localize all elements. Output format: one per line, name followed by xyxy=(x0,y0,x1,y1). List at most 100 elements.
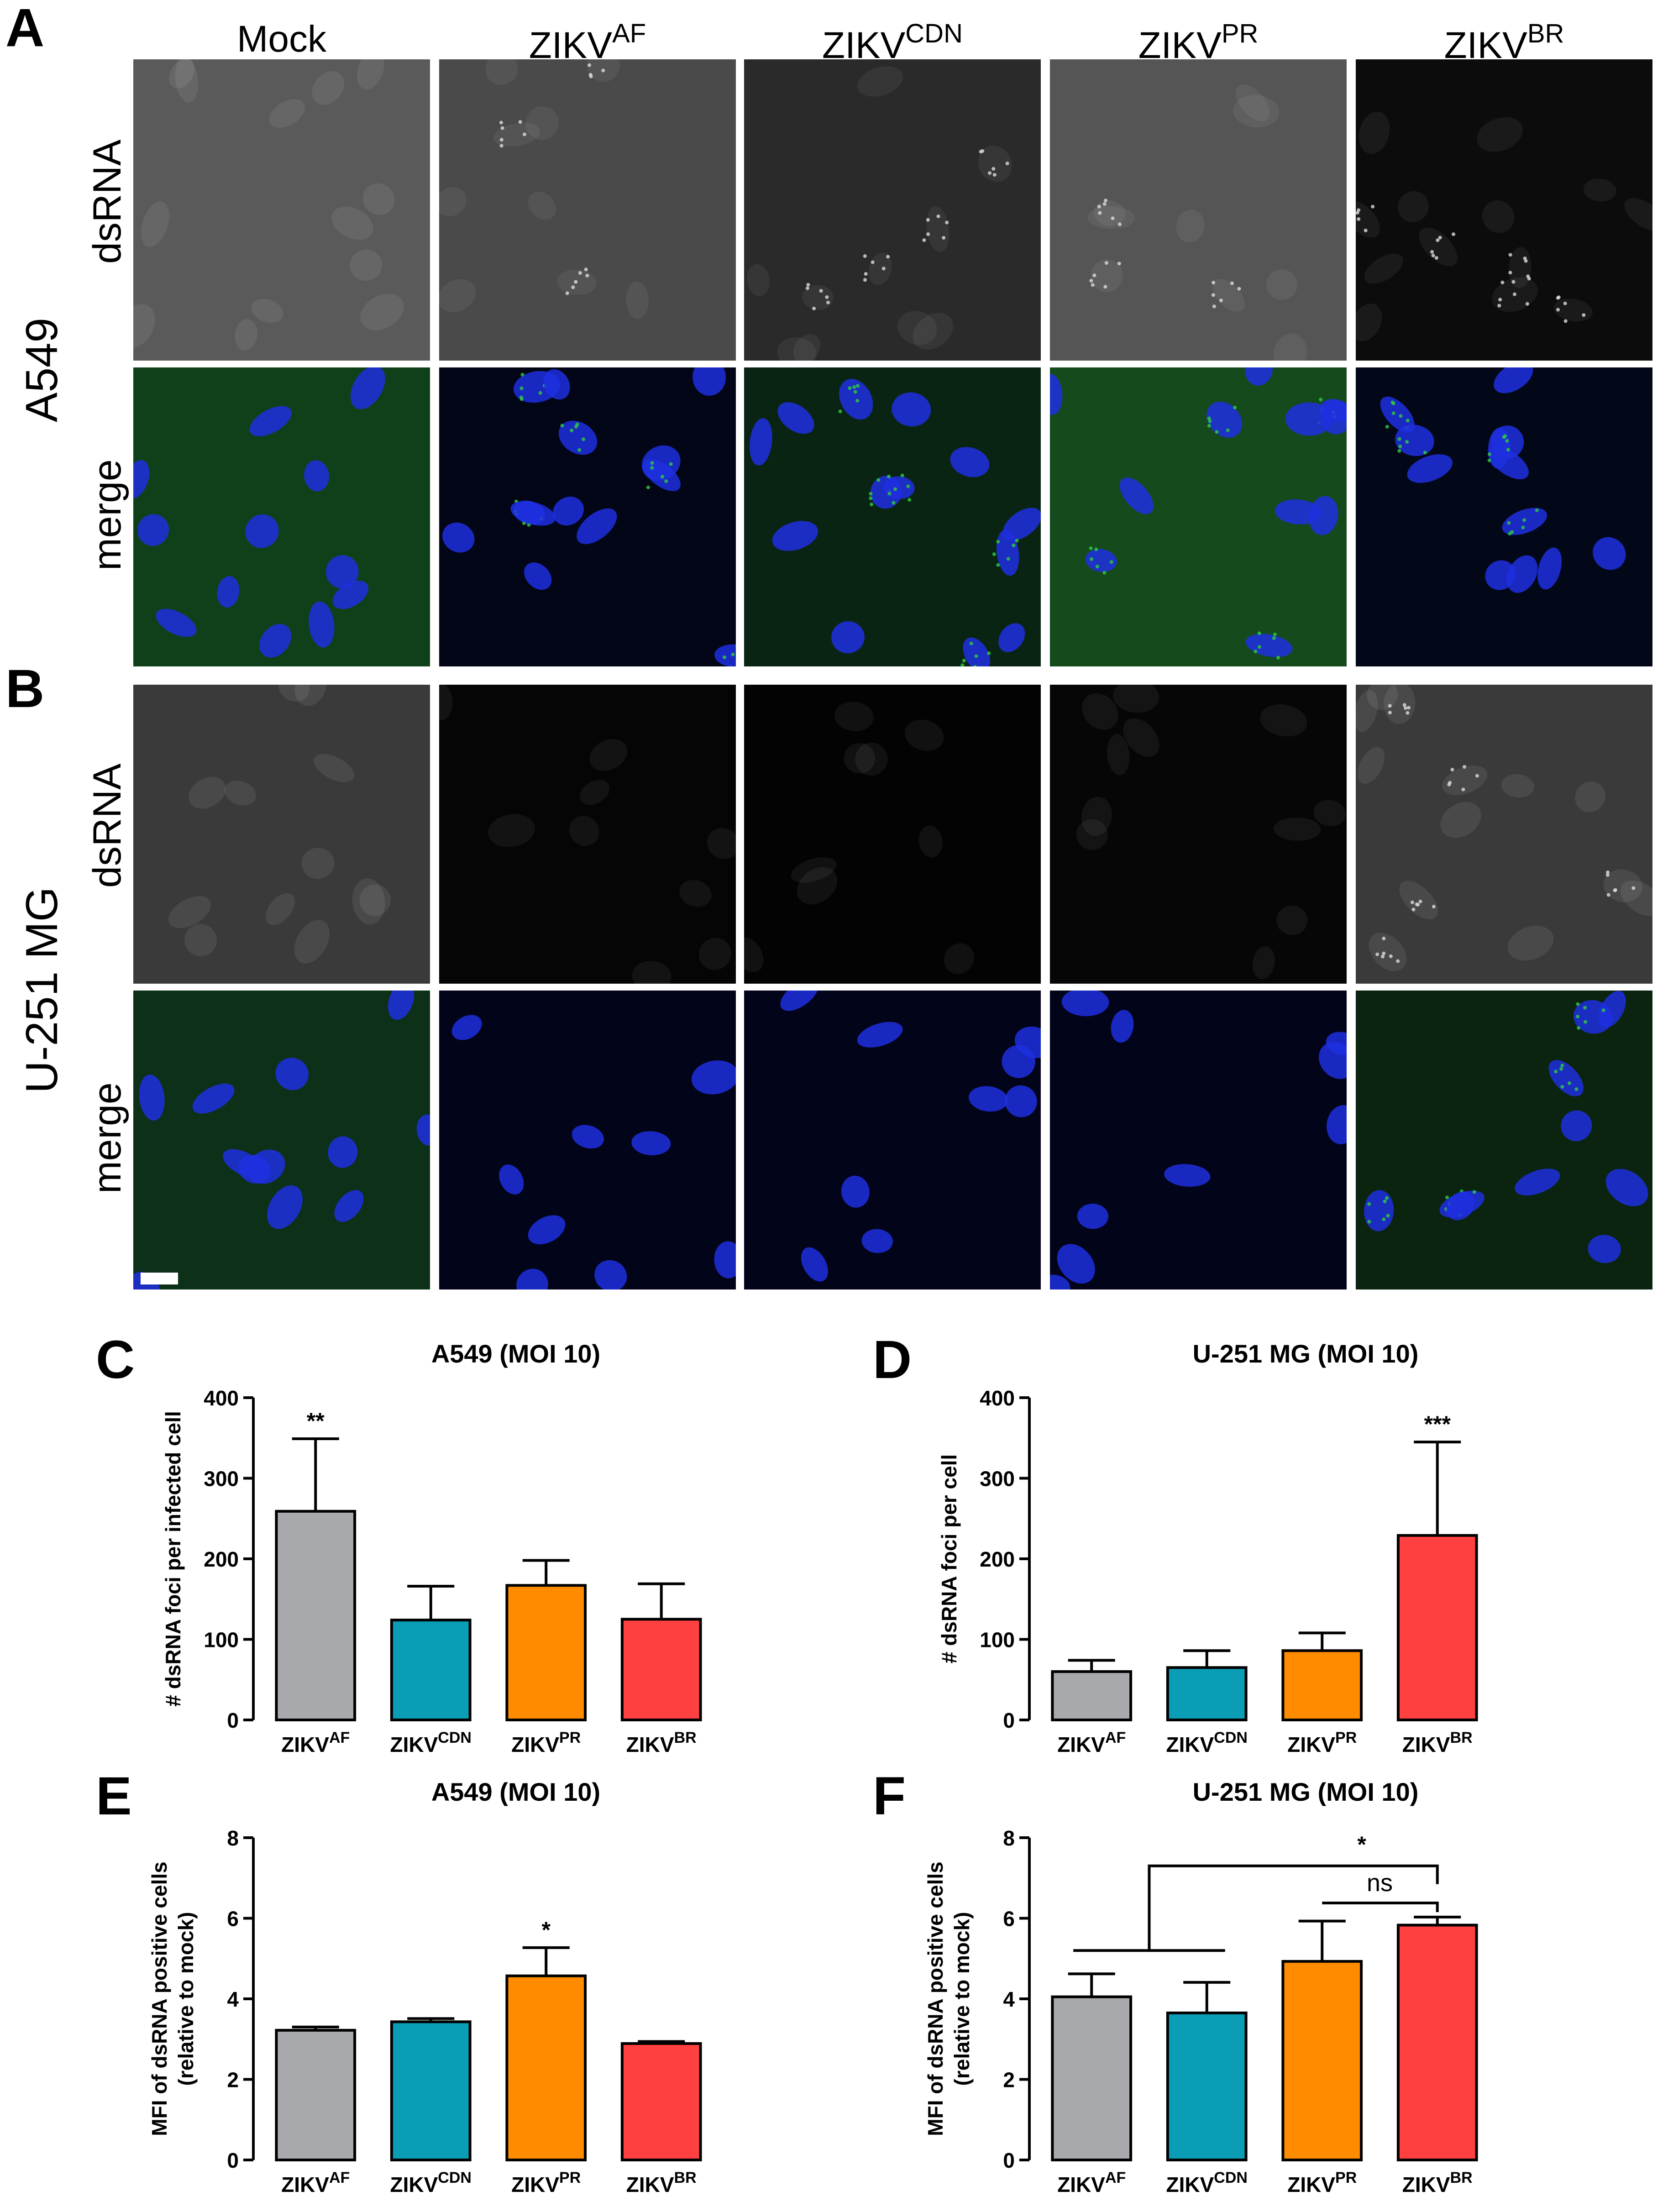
dsrna-focus xyxy=(1605,873,1610,877)
nucleus xyxy=(1319,1042,1347,1079)
nucleus xyxy=(1111,1010,1134,1043)
cell-shape xyxy=(1482,200,1515,233)
dsrna-focus xyxy=(1452,232,1456,236)
dsrna-focus xyxy=(1386,1214,1390,1218)
nucleus xyxy=(275,1058,309,1090)
micrograph-texture xyxy=(1050,991,1347,1289)
micrograph-texture xyxy=(750,378,1041,666)
dsrna-focus xyxy=(1237,287,1241,291)
dsrna-focus xyxy=(992,173,997,177)
nucleus xyxy=(334,1190,364,1222)
scale-bar xyxy=(141,1273,178,1284)
panel-label-a: A xyxy=(5,0,45,58)
nucleus xyxy=(996,529,1019,576)
cell-shape xyxy=(913,313,954,350)
cell-shape xyxy=(235,319,257,351)
dsrna-focus xyxy=(1219,299,1223,303)
dsrna-focus xyxy=(1375,952,1380,956)
dsrna-focus xyxy=(1215,430,1219,434)
bar xyxy=(1396,1534,1478,1721)
nucleus xyxy=(1605,1169,1648,1206)
dsrna-focus xyxy=(855,398,860,403)
nucleus xyxy=(1446,1191,1475,1221)
dsrna-focus xyxy=(1389,954,1393,958)
dsrna-focus xyxy=(1505,439,1509,443)
x-tick-label-sup: CDN xyxy=(438,1729,472,1746)
panel-label-d: D xyxy=(873,1330,912,1390)
dsrna-focus xyxy=(893,487,897,491)
dsrna-focus xyxy=(1212,304,1216,309)
dsrna-focus xyxy=(1448,781,1452,785)
x-tick-label-sup: PR xyxy=(1335,1729,1357,1746)
y-tick-label: 400 xyxy=(980,1386,1015,1410)
cell-shape xyxy=(707,828,736,859)
nucleus xyxy=(1380,396,1415,433)
dsrna-focus xyxy=(1398,444,1402,448)
dsrna-focus xyxy=(969,641,973,645)
dsrna-focus xyxy=(560,424,564,428)
dsrna-focus xyxy=(1005,162,1009,166)
micrograph-texture xyxy=(1087,84,1307,361)
dsrna-focus xyxy=(519,397,524,401)
dsrna-focus xyxy=(1576,1002,1580,1006)
nucleus xyxy=(309,601,335,648)
chart-title: A549 (MOI 10) xyxy=(431,1339,600,1368)
dsrna-focus xyxy=(992,552,996,556)
dsrna-focus xyxy=(864,272,868,276)
cell-shape xyxy=(189,776,226,809)
nucleus xyxy=(1364,1190,1394,1232)
dsrna-focus xyxy=(1487,452,1491,456)
nucleus xyxy=(139,1075,165,1121)
bar xyxy=(275,1510,357,1721)
dsrna-focus xyxy=(1434,256,1438,260)
x-tick-label: ZIKVCDN xyxy=(1166,1729,1248,1756)
x-tick-label-base: ZIKV xyxy=(1402,1733,1450,1756)
dsrna-focus xyxy=(499,138,504,142)
dsrna-focus xyxy=(1405,440,1409,444)
nucleus xyxy=(1515,1169,1560,1196)
bar xyxy=(620,1618,702,1721)
cell-shape xyxy=(1477,117,1523,152)
nucleus xyxy=(750,418,772,466)
y-axis-label: # dsRNA foci per infected cell xyxy=(161,1411,185,1707)
significance-label: * xyxy=(542,1917,551,1943)
micrograph-texture xyxy=(1050,367,1347,660)
micrograph-texture xyxy=(451,1015,736,1289)
y-tick-label: 6 xyxy=(1003,1907,1015,1931)
dsrna-focus xyxy=(871,260,875,264)
cell-shape xyxy=(266,893,295,925)
cell-shape xyxy=(868,252,892,285)
dsrna-focus xyxy=(650,461,654,465)
dsrna-focus xyxy=(1502,435,1506,439)
dsrna-focus xyxy=(973,665,977,666)
cell-shape xyxy=(269,99,305,128)
nucleus xyxy=(245,514,279,548)
nucleus xyxy=(1005,1085,1037,1117)
x-tick-label-base: ZIKV xyxy=(1057,1733,1105,1756)
cell-shape xyxy=(350,249,383,281)
dsrna-focus xyxy=(1230,281,1234,285)
cell-shape xyxy=(626,282,649,319)
nucleus xyxy=(801,1247,828,1282)
column-label-br: ZIKVBR xyxy=(1356,21,1652,64)
dsrna-focus xyxy=(945,220,949,225)
y-tick-label: 400 xyxy=(204,1386,239,1410)
x-tick-label: ZIKVCDN xyxy=(1166,2169,1248,2196)
dsrna-focus xyxy=(838,409,842,414)
a549-merge-mock-micrograph xyxy=(133,367,430,666)
cell-shape xyxy=(251,299,283,323)
dsrna-focus xyxy=(1556,308,1560,312)
dsrna-focus xyxy=(991,167,996,171)
cell-shape xyxy=(589,739,628,771)
dsrna-focus xyxy=(926,218,930,222)
dsrna-focus xyxy=(1380,954,1385,959)
dsrna-focus xyxy=(1207,424,1211,428)
cell-shape xyxy=(168,59,195,89)
dsrna-focus xyxy=(584,267,588,272)
dsrna-focus xyxy=(1487,458,1491,462)
x-tick-label-sup: PR xyxy=(559,2169,581,2186)
dsrna-focus xyxy=(578,271,582,275)
dsrna-focus xyxy=(1402,703,1406,707)
dsrna-focus xyxy=(1104,261,1108,265)
cell-shape xyxy=(1399,881,1438,920)
